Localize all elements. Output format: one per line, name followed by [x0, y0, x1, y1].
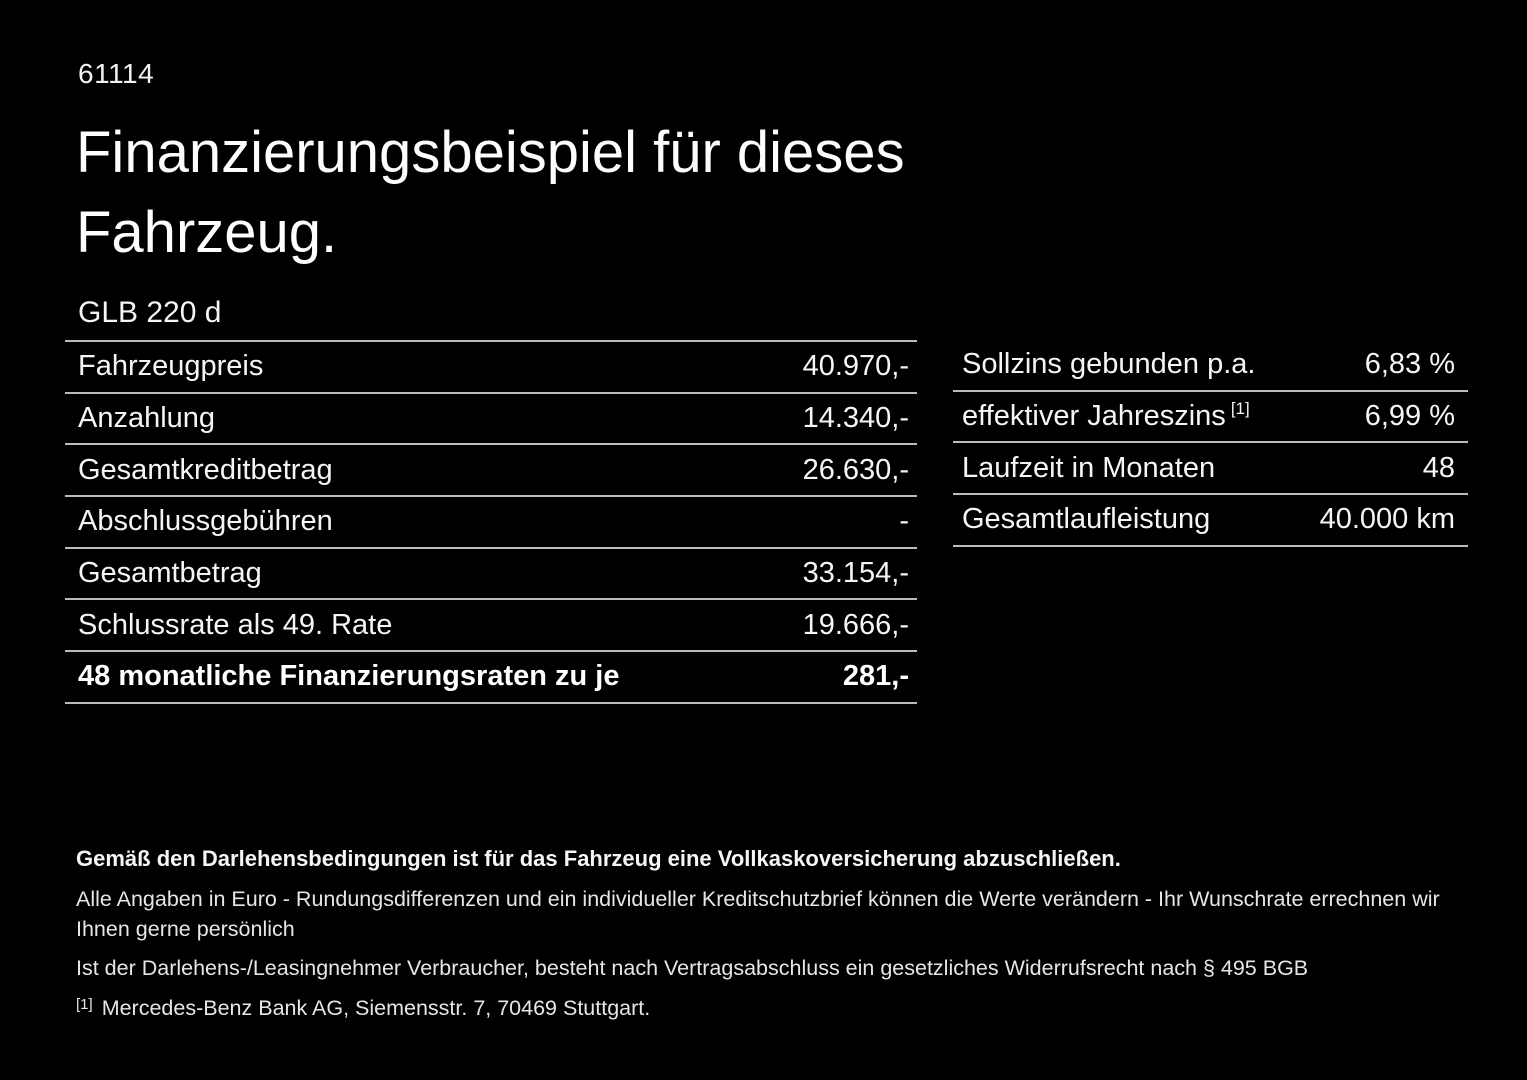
insurance-note: Gemäß den Darlehensbedingungen ist für d… — [76, 846, 1121, 871]
legal-footer: Gemäß den Darlehensbedingungen ist für d… — [76, 846, 1476, 1042]
row-label: 48 monatliche Finanzierungsraten zu je — [78, 660, 620, 693]
row-label: Anzahlung — [78, 402, 216, 435]
footnote-marker: [1] — [1230, 399, 1250, 419]
footnote-bank: [1] Mercedes-Benz Bank AG, Siemensstr. 7,… — [76, 996, 1476, 1021]
row-value: 19.666,- — [802, 608, 909, 641]
table-row-anzahlung: Anzahlung 14.340,- — [65, 394, 917, 446]
page-title-line2: Fahrzeug. — [76, 200, 338, 265]
row-label: effektiver Jahreszins [1] — [962, 399, 1250, 433]
row-label: Abschlussgebühren — [78, 505, 333, 538]
table-row-laufzeit: Laufzeit in Monaten 48 — [953, 443, 1468, 496]
row-value: 40.970,- — [802, 350, 909, 383]
table-row-gesamtkreditbetrag: Gesamtkreditbetrag 26.630,- — [65, 445, 917, 498]
disclaimer-line-1: Alle Angaben in Euro - Rundungsdifferenz… — [76, 887, 1440, 941]
row-value: 48 — [1422, 451, 1455, 484]
row-label: Fahrzeugpreis — [78, 350, 264, 383]
table-row-monatsrate: 48 monatliche Finanzierungsraten zu je 2… — [65, 652, 917, 704]
row-value: 14.340,- — [802, 402, 909, 435]
row-value: 26.630,- — [802, 453, 909, 486]
table-row-sollzins: Sollzins gebunden p.a. 6,83 % — [953, 340, 1468, 392]
page-title-line1: Finanzierungsbeispiel für dieses — [76, 120, 905, 185]
conditions-table: Sollzins gebunden p.a. 6,83 % effektiver… — [953, 340, 1468, 547]
row-label: Gesamtlaufleistung — [962, 503, 1211, 536]
table-row-effektiver-jahreszins: effektiver Jahreszins [1] 6,99 % — [953, 392, 1468, 444]
table-row-fahrzeugpreis: Fahrzeugpreis 40.970,- — [65, 342, 917, 394]
disclaimer-line-2: Ist der Darlehens-/Leasingnehmer Verbrau… — [76, 955, 1309, 980]
row-value: 40.000 km — [1319, 503, 1455, 536]
row-label-text: effektiver Jahreszins — [962, 400, 1226, 433]
finance-table: Fahrzeugpreis 40.970,- Anzahlung 14.340,… — [65, 340, 917, 704]
row-label: Gesamtbetrag — [78, 557, 262, 590]
footnote-marker: [1] — [76, 995, 93, 1013]
row-label: Schlussrate als 49. Rate — [78, 608, 393, 641]
vehicle-model: GLB 220 d — [78, 296, 222, 329]
row-label: Laufzeit in Monaten — [962, 451, 1216, 484]
row-value: 281,- — [842, 660, 909, 693]
footnote-text: Mercedes-Benz Bank AG, Siemensstr. 7, 70… — [101, 995, 651, 1020]
row-value: 33.154,- — [802, 557, 909, 590]
row-value: - — [899, 505, 909, 538]
page-title: Finanzierungsbeispiel für dieses Fahrzeu… — [76, 113, 905, 273]
row-label: Sollzins gebunden p.a. — [962, 348, 1256, 381]
listing-id: 61114 — [78, 58, 155, 89]
table-row-abschlussgebuehren: Abschlussgebühren - — [65, 497, 917, 549]
row-value: 6,99 % — [1364, 400, 1455, 433]
table-row-gesamtlaufleistung: Gesamtlaufleistung 40.000 km — [953, 495, 1468, 547]
table-row-schlussrate: Schlussrate als 49. Rate 19.666,- — [65, 600, 917, 653]
row-value: 6,83 % — [1364, 348, 1455, 381]
row-label: Gesamtkreditbetrag — [78, 453, 333, 486]
table-row-gesamtbetrag: Gesamtbetrag 33.154,- — [65, 549, 917, 601]
